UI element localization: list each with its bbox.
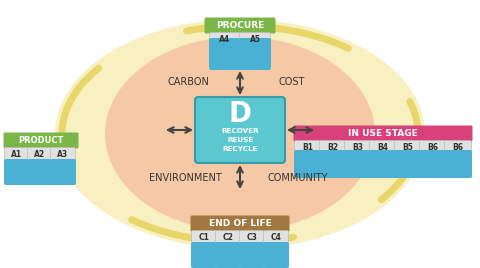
Text: PROCURE: PROCURE xyxy=(216,21,264,30)
Text: B4: B4 xyxy=(377,143,388,152)
Text: C4: C4 xyxy=(271,233,281,242)
FancyBboxPatch shape xyxy=(27,159,53,185)
Text: A2: A2 xyxy=(35,150,46,159)
FancyBboxPatch shape xyxy=(320,140,347,154)
FancyBboxPatch shape xyxy=(370,140,396,154)
FancyBboxPatch shape xyxy=(240,230,264,244)
Text: A4: A4 xyxy=(219,35,230,44)
Text: END OF LIFE: END OF LIFE xyxy=(209,219,271,228)
Text: C3: C3 xyxy=(247,233,257,242)
FancyBboxPatch shape xyxy=(444,150,472,178)
Text: B2: B2 xyxy=(327,143,338,152)
FancyBboxPatch shape xyxy=(215,242,241,268)
FancyBboxPatch shape xyxy=(209,32,240,47)
Text: ENVIRONMENT: ENVIRONMENT xyxy=(149,173,221,183)
FancyBboxPatch shape xyxy=(216,230,240,244)
FancyBboxPatch shape xyxy=(50,147,75,162)
Text: A5: A5 xyxy=(250,35,261,44)
FancyBboxPatch shape xyxy=(293,125,472,142)
Text: C2: C2 xyxy=(223,233,233,242)
FancyBboxPatch shape xyxy=(4,159,30,185)
FancyBboxPatch shape xyxy=(394,150,422,178)
Text: C1: C1 xyxy=(199,233,209,242)
FancyBboxPatch shape xyxy=(345,140,372,154)
FancyBboxPatch shape xyxy=(239,242,265,268)
Text: B3: B3 xyxy=(352,143,363,152)
Text: COST: COST xyxy=(279,77,305,87)
FancyBboxPatch shape xyxy=(264,230,288,244)
Text: A1: A1 xyxy=(12,150,23,159)
FancyBboxPatch shape xyxy=(369,150,397,178)
Text: B6: B6 xyxy=(428,143,439,152)
FancyBboxPatch shape xyxy=(420,140,446,154)
FancyBboxPatch shape xyxy=(295,140,322,154)
Text: IN USE STAGE: IN USE STAGE xyxy=(348,129,418,138)
FancyBboxPatch shape xyxy=(444,140,471,154)
FancyBboxPatch shape xyxy=(27,147,52,162)
FancyBboxPatch shape xyxy=(191,215,289,232)
Text: D: D xyxy=(228,100,252,128)
Text: PRODUCT: PRODUCT xyxy=(18,136,64,145)
FancyBboxPatch shape xyxy=(3,132,79,148)
FancyBboxPatch shape xyxy=(204,17,276,34)
FancyBboxPatch shape xyxy=(4,147,29,162)
Text: CARBON: CARBON xyxy=(167,77,209,87)
FancyBboxPatch shape xyxy=(419,150,447,178)
FancyBboxPatch shape xyxy=(239,38,271,70)
FancyBboxPatch shape xyxy=(344,150,372,178)
FancyBboxPatch shape xyxy=(395,140,421,154)
Text: B1: B1 xyxy=(302,143,313,152)
Ellipse shape xyxy=(105,36,375,232)
FancyBboxPatch shape xyxy=(294,150,322,178)
FancyBboxPatch shape xyxy=(191,242,217,268)
FancyBboxPatch shape xyxy=(319,150,347,178)
Ellipse shape xyxy=(55,19,425,249)
FancyBboxPatch shape xyxy=(192,230,216,244)
Text: B6: B6 xyxy=(453,143,464,152)
Text: B5: B5 xyxy=(403,143,413,152)
FancyBboxPatch shape xyxy=(50,159,76,185)
Text: A3: A3 xyxy=(58,150,69,159)
Text: RECOVER
REUSE
RECYCLE: RECOVER REUSE RECYCLE xyxy=(221,128,259,152)
FancyBboxPatch shape xyxy=(209,38,241,70)
FancyBboxPatch shape xyxy=(240,32,271,47)
FancyBboxPatch shape xyxy=(195,97,285,163)
Text: COMMUNITY: COMMUNITY xyxy=(268,173,328,183)
FancyBboxPatch shape xyxy=(263,242,289,268)
